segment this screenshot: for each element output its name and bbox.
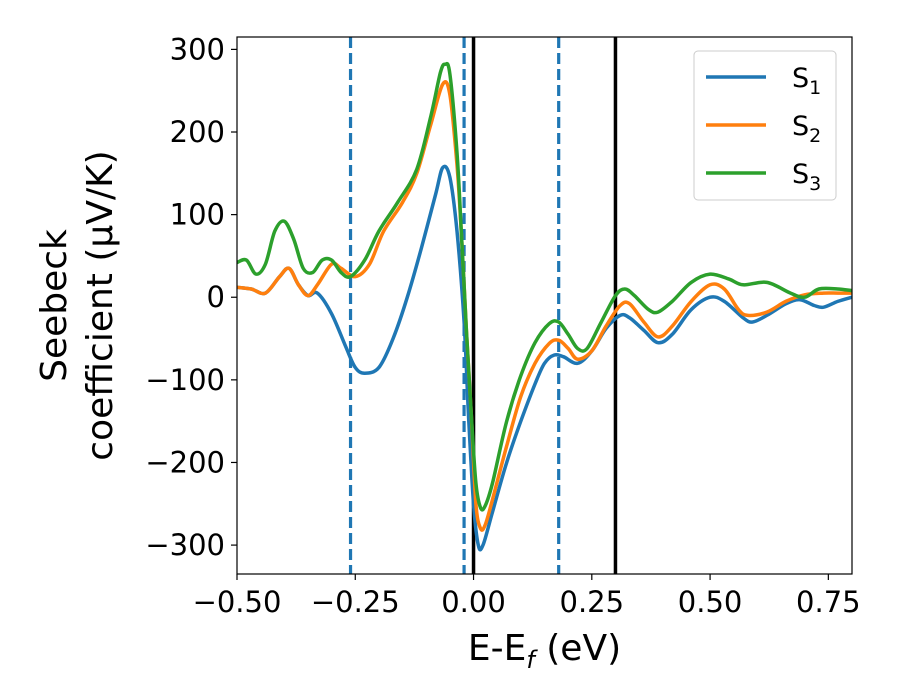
y-tick-label: 100 (170, 198, 225, 232)
y-tick-label: 0 (207, 280, 225, 314)
series-line-s3 (237, 61, 852, 512)
y-tick-label: −300 (145, 528, 225, 562)
x-tick-label: 0.25 (560, 585, 625, 619)
y-tick-label: −200 (145, 445, 225, 479)
x-tick-label: −0.25 (311, 585, 400, 619)
y-tick-label: 300 (170, 32, 225, 66)
x-tick-label: −0.50 (193, 585, 282, 619)
x-axis-title: E-Ef (eV) (468, 628, 621, 674)
axis-ticks: −0.50 −0.25 0.00 0.25 0.50 0.75 −300 −200 −100 0 1… (145, 32, 860, 619)
y-tick-label: −100 (145, 363, 225, 397)
x-tick-label: 0.75 (796, 585, 861, 619)
series-lines (237, 61, 852, 552)
y-axis-title-line2: coefficient (μV/K) (80, 150, 121, 460)
x-tick-label: 0.00 (441, 585, 506, 619)
reference-lines (348, 37, 618, 574)
y-tick-label: 200 (170, 115, 225, 149)
plot-frame (236, 36, 853, 575)
x-tick-label: 0.50 (678, 585, 743, 619)
series-line-s1 (237, 164, 852, 552)
y-axis-title-line1: Seebeck (34, 229, 75, 382)
